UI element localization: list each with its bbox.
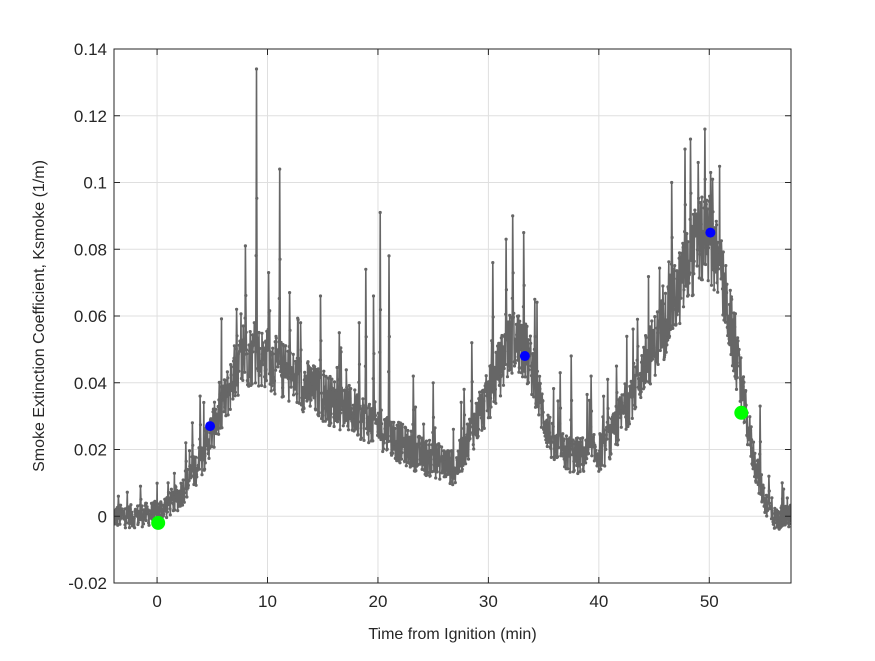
y-tick-label: 0.02 <box>74 441 107 460</box>
green-marker <box>151 515 166 530</box>
x-tick-label: 10 <box>258 592 277 611</box>
y-tick-label: -0.02 <box>68 574 107 593</box>
x-tick-labels: 0 10 20 30 40 50 <box>152 592 718 611</box>
blue-marker <box>519 351 530 362</box>
x-tick-label: 50 <box>700 592 719 611</box>
y-tick-label: 0.1 <box>83 174 107 193</box>
highlight-markers <box>151 227 749 530</box>
data-series <box>114 67 791 531</box>
x-axis-label: Time from Ignition (min) <box>368 626 536 643</box>
blue-marker <box>705 227 716 238</box>
green-marker <box>734 405 749 420</box>
x-tick-label: 30 <box>479 592 498 611</box>
blue-marker <box>205 421 216 432</box>
axis-ticks <box>114 48 791 584</box>
x-tick-label: 40 <box>589 592 608 611</box>
y-tick-label: 0.14 <box>74 40 107 59</box>
x-tick-label: 20 <box>368 592 387 611</box>
y-tick-label: 0.06 <box>74 307 107 326</box>
y-tick-label: 0.04 <box>74 374 107 393</box>
y-tick-label: 0.08 <box>74 240 107 259</box>
y-tick-label: 0 <box>98 507 107 526</box>
ksmoke-point-markers <box>114 67 791 531</box>
y-axis-label: Smoke Extinction Coefficient, Ksmoke (1/… <box>31 160 48 472</box>
y-tick-labels: -0.02 0 0.02 0.04 0.06 0.08 0.1 0.12 0.14 <box>68 40 107 593</box>
y-tick-label: 0.12 <box>74 107 107 126</box>
grid-lines <box>114 48 791 584</box>
x-tick-label: 0 <box>152 592 161 611</box>
